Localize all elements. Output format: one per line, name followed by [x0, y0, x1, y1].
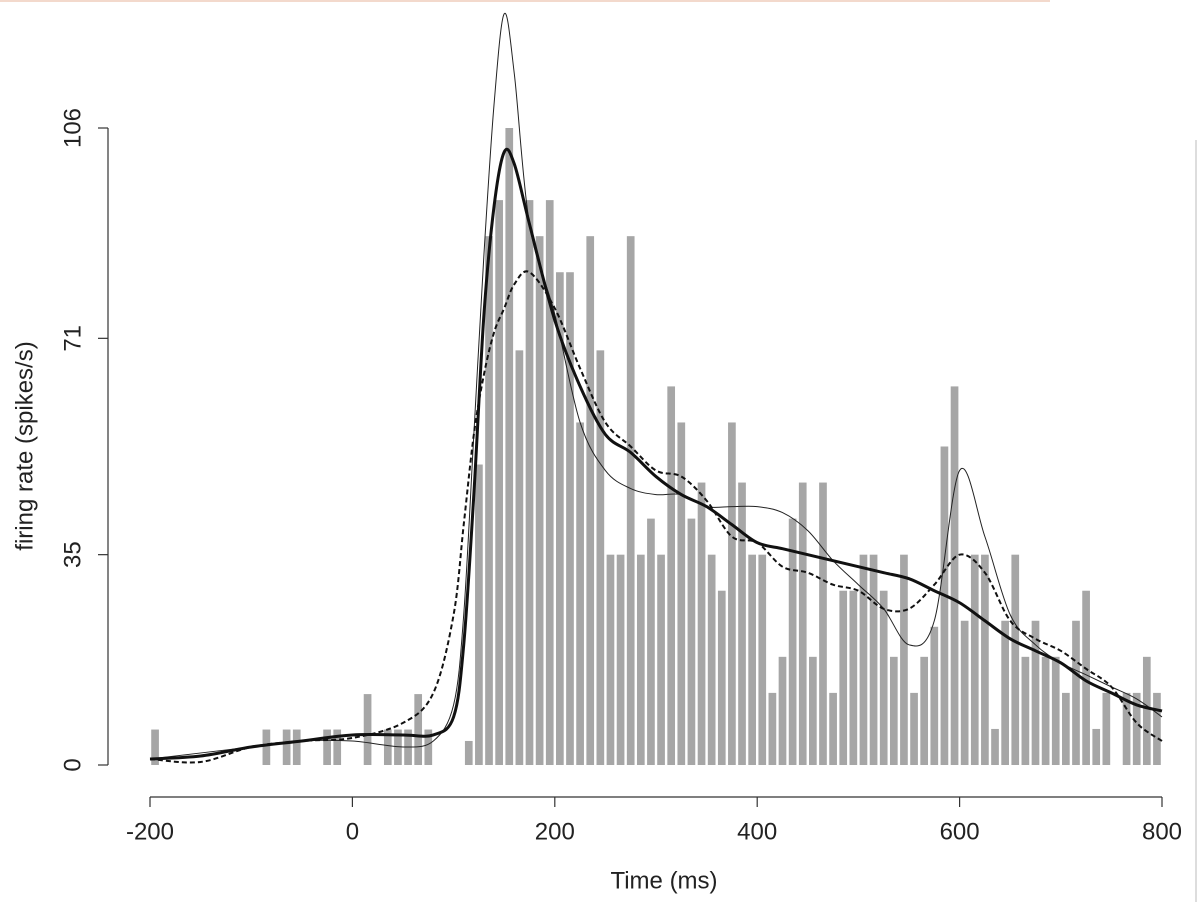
bar	[910, 692, 918, 765]
bar	[505, 128, 514, 765]
x-tick-label: 800	[1142, 818, 1182, 845]
bar	[535, 236, 544, 766]
x-tick-label: 600	[940, 818, 980, 845]
bar	[809, 656, 817, 765]
bar	[292, 729, 301, 765]
bar	[151, 729, 159, 765]
bar	[879, 590, 888, 765]
bar	[960, 620, 969, 765]
bar	[748, 554, 756, 765]
bar	[566, 272, 574, 765]
bar	[667, 386, 676, 765]
bar	[545, 200, 554, 765]
bar	[920, 656, 929, 765]
bar	[829, 692, 837, 765]
bar	[788, 518, 797, 765]
bar	[1122, 692, 1131, 765]
bar	[464, 740, 473, 765]
bar	[515, 350, 524, 765]
bar	[262, 729, 271, 765]
bar	[636, 554, 645, 765]
bar	[586, 236, 595, 766]
bar	[606, 554, 615, 765]
bar	[1153, 692, 1161, 765]
bar	[970, 554, 979, 765]
bar	[1062, 692, 1070, 765]
bar	[869, 554, 878, 765]
bar	[495, 200, 503, 765]
bar	[889, 656, 898, 765]
x-tick-label: 200	[535, 818, 575, 845]
bar	[839, 590, 848, 765]
curve	[149, 270, 1163, 764]
bar	[333, 729, 342, 765]
bar	[707, 554, 716, 765]
bar	[697, 482, 706, 765]
bar	[940, 446, 949, 765]
bar	[819, 482, 827, 765]
bar	[576, 422, 584, 765]
curve	[149, 12, 1163, 760]
bar	[383, 729, 392, 765]
bar	[798, 482, 807, 765]
y-tick-label: 35	[59, 541, 86, 568]
bar	[1001, 620, 1009, 765]
bar	[717, 590, 726, 765]
y-tick-label: 106	[59, 108, 86, 148]
y-tick-label: 0	[59, 758, 86, 771]
bar	[394, 729, 402, 765]
bar	[1041, 656, 1050, 765]
bar	[1102, 692, 1111, 765]
bar	[859, 554, 868, 765]
bar	[363, 694, 372, 765]
bar	[323, 729, 331, 765]
bar	[626, 236, 635, 766]
bar	[485, 236, 493, 766]
bar	[1011, 554, 1020, 765]
x-tick-label: 0	[346, 818, 359, 845]
bar	[1051, 656, 1060, 765]
bar	[556, 272, 564, 765]
bar	[1031, 620, 1040, 765]
bar	[728, 422, 736, 765]
y-axis-label: firing rate (spikes/s)	[11, 341, 38, 550]
bar	[738, 482, 746, 765]
bar	[1072, 620, 1080, 765]
bar	[1082, 590, 1090, 765]
bar	[981, 554, 989, 765]
bar	[1092, 728, 1101, 765]
bar	[849, 590, 858, 765]
x-tick-label: 400	[737, 818, 777, 845]
bar	[657, 554, 665, 765]
bar	[525, 200, 534, 765]
x-axis-label: Time (ms)	[610, 867, 717, 894]
bar	[616, 554, 625, 765]
bar	[950, 386, 959, 765]
x-tick-label: -200	[126, 818, 174, 845]
bar	[475, 464, 483, 765]
bar	[677, 422, 686, 765]
bar	[758, 554, 767, 765]
bar	[1142, 656, 1151, 765]
bar	[991, 728, 999, 765]
bar	[596, 350, 605, 765]
bar	[1132, 692, 1141, 765]
y-tick-label: 71	[59, 325, 86, 352]
bar	[1021, 656, 1030, 765]
bar	[424, 729, 433, 765]
bar	[647, 518, 655, 765]
bar	[900, 554, 908, 765]
bar	[768, 692, 777, 765]
bar	[414, 694, 423, 765]
curve	[149, 147, 1163, 761]
bar	[282, 729, 291, 765]
bar	[930, 626, 939, 765]
bar	[778, 656, 787, 765]
bar	[687, 518, 696, 765]
